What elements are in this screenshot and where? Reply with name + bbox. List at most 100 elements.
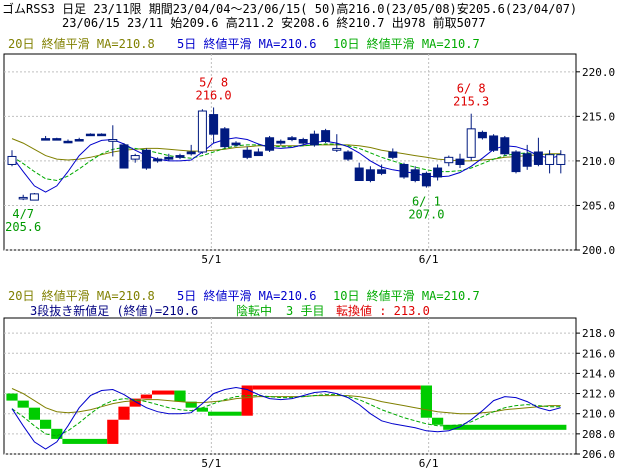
candle-body (29, 193, 39, 201)
bottom-y-tick-label: 214.0 (582, 367, 615, 380)
candle-body (85, 133, 95, 137)
candle-body (522, 153, 532, 167)
low-note-date: 6/ 1 (412, 195, 441, 209)
bottom-legend-line2-c: 3 手目 (286, 304, 324, 318)
candle-body (7, 155, 17, 165)
high-note-date: 6/ 8 (457, 82, 486, 96)
top-y-ticks: 220.0 215.0 210.0 205.0 200.0 (576, 66, 615, 257)
candle-body (18, 196, 28, 200)
candle-body (444, 156, 454, 164)
candle-body (276, 140, 286, 144)
bottom-ma5-line (11, 386, 561, 450)
up-brick (152, 390, 175, 395)
header-line1: ゴムRSS3 日足 23/11限 期間23/04/04～23/06/15( 50… (2, 1, 577, 16)
top-panel: 220.0 215.0 210.0 205.0 200.0 5/1 6/1 5/ 8216… (3, 35, 615, 266)
candle-body (175, 155, 185, 158)
candle-body (186, 151, 196, 155)
up-brick (129, 398, 141, 407)
top-plot-frame (3, 53, 577, 251)
candle-body (298, 139, 308, 144)
candle-body (41, 138, 51, 141)
new-price-bricks (6, 385, 567, 444)
bottom-legend-ma20: 20日 終値平滑 MA=210.8 (8, 288, 155, 303)
bottom-x-tick-label: 6/1 (419, 457, 439, 470)
header-line2: 23/06/15 23/11 始209.6 高211.2 安208.6 終210… (62, 15, 486, 30)
high-note-value: 216.0 (196, 88, 232, 102)
down-brick (51, 428, 63, 439)
candle-body (63, 140, 73, 144)
candle-body (332, 147, 342, 151)
down-brick (432, 417, 444, 425)
top-y-tick-label: 205.0 (582, 199, 615, 212)
top-x-tick-label: 5/1 (201, 253, 221, 266)
candle-body (545, 154, 555, 165)
candle-body (220, 128, 230, 148)
top-legend-bg (6, 35, 526, 51)
candle-body (399, 163, 409, 178)
candle-body (242, 149, 252, 158)
candle-body (265, 137, 275, 151)
candle-body (455, 158, 465, 165)
down-brick (174, 390, 186, 402)
up-brick (107, 419, 119, 444)
candle-body (477, 131, 487, 139)
bottom-y-tick-label: 212.0 (582, 388, 615, 401)
candle-body (365, 169, 375, 182)
bottom-moving-averages (11, 386, 561, 450)
top-y-tick-label: 215.0 (582, 110, 615, 123)
bottom-y-ticks: 218.0 216.0 214.0 212.0 210.0 208.0 206.0 (576, 327, 615, 461)
candle-body (97, 133, 107, 137)
candle-body (466, 128, 476, 158)
bottom-grid (4, 318, 576, 455)
bottom-legend-line2-a: 3段抜き新値足 (終値)=210.6 (30, 303, 198, 318)
top-legend-ma20: 20日 終値平滑 MA=210.8 (8, 36, 155, 51)
candle-body (388, 151, 398, 158)
candle-body (153, 158, 163, 162)
candles (7, 107, 566, 201)
top-moving-averages (11, 137, 561, 193)
candle-body (231, 142, 241, 146)
up-brick (252, 385, 421, 390)
candle-body (321, 130, 331, 142)
candle-body (287, 137, 297, 141)
top-y-tick-label: 200.0 (582, 244, 615, 257)
bottom-legend-line2-b: 陰転中 (236, 303, 272, 318)
candle-body (511, 151, 521, 173)
down-brick (6, 393, 18, 401)
bottom-x-tick-label: 5/1 (201, 457, 221, 470)
candle-body (556, 154, 566, 165)
candle-body (421, 172, 431, 187)
top-x-ticks: 5/1 6/1 (201, 253, 438, 266)
bottom-y-tick-label: 218.0 (582, 327, 615, 340)
bottom-legend-ma5: 5日 終値平滑 MA=210.6 (177, 288, 316, 303)
down-brick (62, 438, 108, 444)
top-y-tick-label: 220.0 (582, 66, 615, 79)
top-legend-ma5: 5日 終値平滑 MA=210.6 (177, 36, 316, 51)
up-brick (241, 385, 253, 416)
candle-body (108, 139, 118, 142)
high-note-value: 215.3 (453, 95, 489, 109)
down-brick (196, 407, 208, 412)
bottom-legend-bg (6, 287, 506, 317)
candle-body (209, 114, 219, 135)
bottom-panel: 218.0 216.0 214.0 212.0 210.0 208.0 206.0 5/1 6… (3, 287, 615, 470)
bottom-y-tick-label: 206.0 (582, 448, 615, 461)
candle-body (410, 169, 420, 182)
low-note-value: 207.0 (408, 208, 444, 222)
bottom-x-ticks: 5/1 6/1 (201, 457, 438, 470)
candle-body (130, 155, 140, 160)
top-grid (4, 54, 576, 251)
candle-body (141, 149, 151, 169)
high-note-date: 5/ 8 (199, 75, 228, 89)
up-brick (118, 406, 130, 420)
candle-body (119, 144, 129, 169)
candle-body (377, 169, 387, 174)
candle-body (164, 156, 174, 160)
candle-body (433, 167, 443, 178)
ma20-line (11, 138, 561, 162)
down-brick (40, 419, 52, 429)
candle-body (500, 137, 510, 155)
down-brick (420, 385, 432, 418)
